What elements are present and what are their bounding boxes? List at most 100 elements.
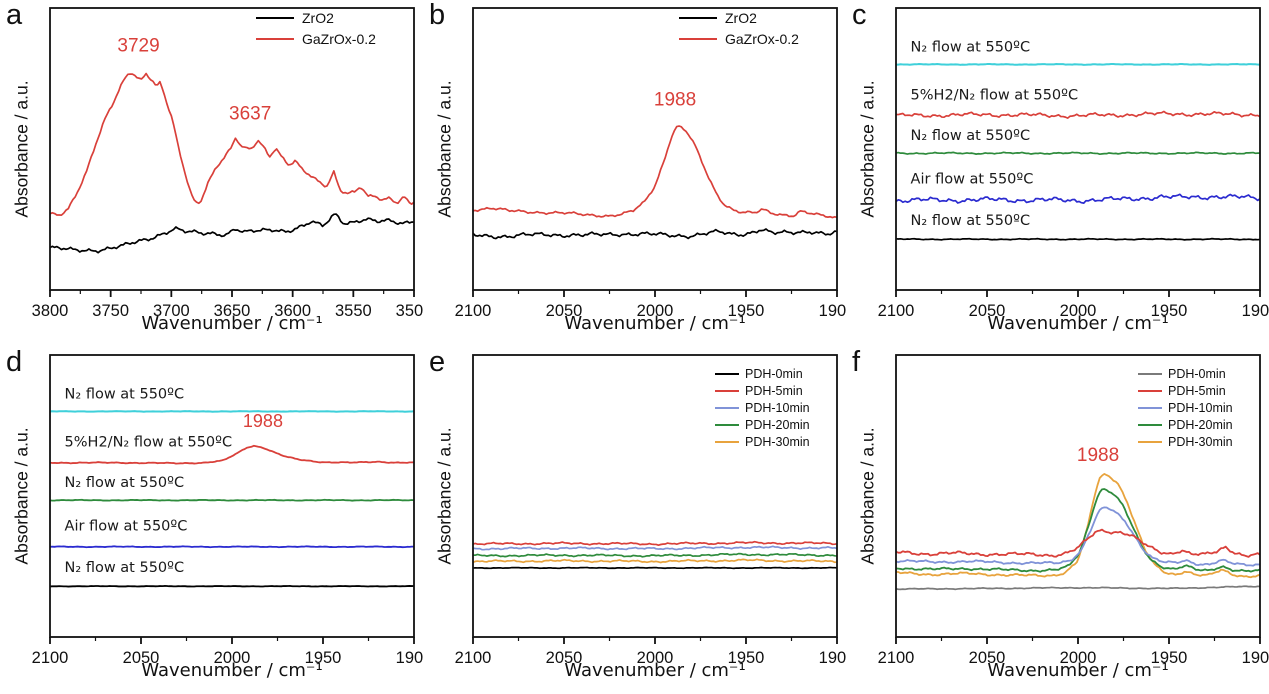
legend-entry: PDH-5min <box>1138 384 1233 398</box>
plot-area-c: 2100 2050 2000 1950 1900 N₂ flow at 550ºC 5%H2… <box>878 7 1269 320</box>
x-tick-label: 2000 <box>1060 649 1097 667</box>
trace-label: N₂ flow at 550ºC <box>65 475 185 491</box>
legend-label: PDH-30min <box>1168 435 1233 449</box>
plot-area-e: 2100 2050 2000 1950 1900 <box>455 354 846 667</box>
series-n2-flow-at-550c <box>896 237 1260 241</box>
peak-annotation: 3637 <box>229 103 271 124</box>
series-air-flow-at-550c <box>50 545 414 549</box>
legend-entry: PDH-10min <box>1138 401 1233 415</box>
trace-label: N₂ flow at 550ºC <box>911 213 1031 229</box>
plot-area-d: 2100 2050 2000 1950 1900 N₂ flow at 550ºC 5%H2… <box>32 354 423 667</box>
x-tick-label: 2100 <box>455 649 492 667</box>
legend-b: ZrO2 GaZrOx-0.2 <box>679 10 799 47</box>
legend-line-swatch <box>715 441 739 443</box>
x-axis-label-f: Wavenumber / cm⁻¹ <box>987 660 1169 681</box>
legend-label: PDH-30min <box>745 435 810 449</box>
legend-entry: PDH-10min <box>715 401 810 415</box>
x-tick-label: 1900 <box>819 302 846 320</box>
x-tick-label: 2050 <box>546 649 583 667</box>
legend-line-swatch <box>256 17 294 19</box>
x-axis-label-e: Wavenumber / cm⁻¹ <box>564 660 746 681</box>
panel-a: a Absorbance / a.u. 3800 3750 3700 3650 3600… <box>0 0 423 347</box>
legend-entry: GaZrOx-0.2 <box>679 31 799 47</box>
plot-frame <box>472 7 838 291</box>
x-axis-label-b: Wavenumber / cm⁻¹ <box>564 313 746 334</box>
x-tick-label: 2000 <box>1060 302 1097 320</box>
trace-label: 5%H2/N₂ flow at 550ºC <box>65 435 233 451</box>
x-tick-label: 2050 <box>546 302 583 320</box>
legend-label: GaZrOx-0.2 <box>725 31 799 47</box>
legend-a: ZrO2 GaZrOx-0.2 <box>256 10 376 47</box>
x-axis-label-c: Wavenumber / cm⁻¹ <box>987 313 1169 334</box>
x-tick-label: 3800 <box>32 302 69 320</box>
x-tick-label: 3550 <box>335 302 372 320</box>
x-tick-label: 1900 <box>1242 649 1269 667</box>
series-pdh-0min <box>473 566 837 570</box>
panel-label-a: a <box>6 0 23 31</box>
legend-label: PDH-5min <box>1168 384 1226 398</box>
legend-line-swatch <box>1138 441 1162 443</box>
peak-annotation: 1988 <box>654 89 696 110</box>
series-pdh-5min <box>473 540 837 547</box>
panel-e: e Absorbance / a.u. 21002050200019501900… <box>423 347 846 694</box>
series-pdh-20min <box>473 552 837 558</box>
panel-label-b: b <box>429 0 446 31</box>
x-tick-label: 2000 <box>637 302 674 320</box>
series-n2-flow-at-550c <box>896 62 1260 66</box>
legend-line-swatch <box>1138 407 1162 409</box>
panel-c: c Absorbance / a.u. 21002050200019501900… <box>846 0 1269 347</box>
legend-label: PDH-10min <box>1168 401 1233 415</box>
legend-label: PDH-0min <box>1168 367 1226 381</box>
x-tick-label: 1950 <box>728 302 765 320</box>
legend-entry: ZrO2 <box>679 10 799 26</box>
panel-f: f Absorbance / a.u. 21002050200019501900… <box>846 347 1269 694</box>
x-tick-label: 3650 <box>214 302 251 320</box>
panel-d: d Absorbance / a.u. 21002050200019501900… <box>0 347 423 694</box>
legend-line-swatch <box>1138 390 1162 392</box>
legend-entry: PDH-0min <box>715 367 810 381</box>
legend-line-swatch <box>715 373 739 375</box>
legend-line-swatch <box>1138 373 1162 375</box>
legend-line-swatch <box>679 38 717 40</box>
series-pdh-30min <box>896 473 1260 579</box>
legend-entry: ZrO2 <box>256 10 376 26</box>
legend-line-swatch <box>715 390 739 392</box>
trace-label: N₂ flow at 550ºC <box>65 387 185 403</box>
trace-label: 5%H2/N₂ flow at 550ºC <box>911 88 1079 104</box>
trace-label: Air flow at 550ºC <box>65 518 188 534</box>
legend-entry: PDH-0min <box>1138 367 1233 381</box>
x-tick-label: 2100 <box>32 649 69 667</box>
legend-entry: PDH-5min <box>715 384 810 398</box>
series-gazrox-0-2 <box>473 125 837 219</box>
legend-label: GaZrOx-0.2 <box>302 31 376 47</box>
panel-label-d: d <box>6 346 23 378</box>
trace-label: N₂ flow at 550ºC <box>911 40 1031 56</box>
legend-label: PDH-5min <box>745 384 803 398</box>
x-tick-label: 2000 <box>214 649 251 667</box>
x-tick-label: 1950 <box>1151 649 1188 667</box>
legend-label: PDH-10min <box>745 401 810 415</box>
trace-label: N₂ flow at 550ºC <box>65 560 185 576</box>
series-pdh-0min <box>896 585 1260 591</box>
x-tick-label: 1950 <box>728 649 765 667</box>
legend-label: ZrO2 <box>302 10 334 26</box>
legend-entry: PDH-20min <box>1138 418 1233 432</box>
trace-label: Air flow at 550ºC <box>911 171 1034 187</box>
x-axis-label-d: Wavenumber / cm⁻¹ <box>141 660 323 681</box>
legend-line-swatch <box>679 17 717 19</box>
plot-area-b: 2100 2050 2000 1950 1900 1988 <box>455 7 846 320</box>
legend-line-swatch <box>715 424 739 426</box>
x-tick-label: 2050 <box>123 649 160 667</box>
plot-frame <box>49 7 415 291</box>
x-tick-label: 2100 <box>455 302 492 320</box>
series-5-h2-n2-flow-at-550c <box>896 110 1260 119</box>
series-air-flow-at-550c <box>896 193 1260 204</box>
x-tick-label: 1900 <box>396 649 423 667</box>
series-zro2 <box>473 228 837 240</box>
panel-label-e: e <box>429 346 446 378</box>
legend-e: PDH-0min PDH-5min PDH-10min PDH-20min PDH-30… <box>715 367 810 449</box>
series-n2-flow-at-550c <box>896 151 1260 156</box>
series-5-h2-n2-flow-at-550c <box>50 444 414 465</box>
series-n2-flow-at-550c <box>50 498 414 502</box>
panel-b: b Absorbance / a.u. 21002050200019501900… <box>423 0 846 347</box>
